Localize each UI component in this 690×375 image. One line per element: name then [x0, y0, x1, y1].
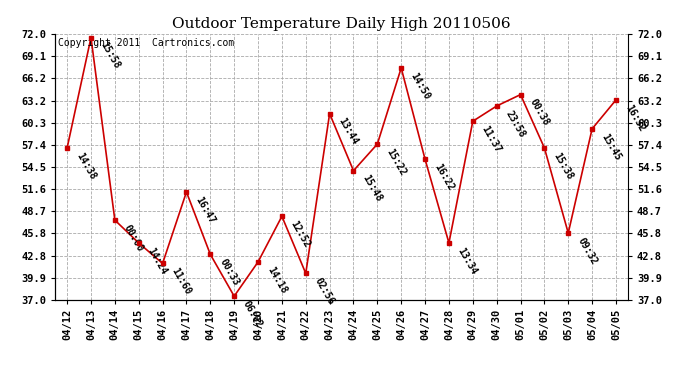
Text: Copyright 2011  Cartronics.com: Copyright 2011 Cartronics.com [58, 38, 235, 48]
Text: 06:02: 06:02 [241, 299, 264, 329]
Text: 12:52: 12:52 [289, 219, 312, 249]
Text: 13:44: 13:44 [337, 116, 360, 147]
Text: 00:00: 00:00 [122, 223, 145, 254]
Title: Outdoor Temperature Daily High 20110506: Outdoor Temperature Daily High 20110506 [172, 17, 511, 31]
Text: 11:37: 11:37 [480, 124, 503, 154]
Text: 15:58: 15:58 [98, 40, 121, 71]
Text: 16:47: 16:47 [193, 195, 217, 225]
Text: 15:45: 15:45 [599, 132, 622, 162]
Text: 00:33: 00:33 [217, 257, 241, 288]
Text: 14:50: 14:50 [408, 71, 431, 101]
Text: 16:32: 16:32 [623, 103, 647, 133]
Text: 15:48: 15:48 [360, 174, 384, 204]
Text: 14:38: 14:38 [74, 151, 97, 181]
Text: 11:60: 11:60 [170, 266, 193, 297]
Text: 00:38: 00:38 [527, 98, 551, 128]
Text: 09:32: 09:32 [575, 236, 598, 266]
Text: 02:56: 02:56 [313, 276, 336, 307]
Text: 16:22: 16:22 [432, 162, 455, 192]
Text: 13:34: 13:34 [456, 246, 480, 276]
Text: 14:24: 14:24 [146, 246, 169, 276]
Text: 14:18: 14:18 [265, 265, 288, 295]
Text: 15:38: 15:38 [551, 151, 575, 181]
Text: 15:22: 15:22 [384, 147, 408, 177]
Text: 23:58: 23:58 [504, 109, 527, 139]
